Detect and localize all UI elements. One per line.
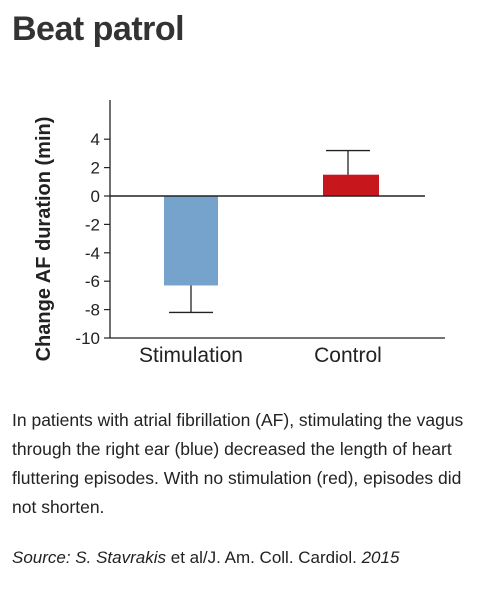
y-axis-title: Change AF duration (min) [33,117,55,362]
category-label: Control [314,344,382,367]
figure-caption: In patients with atrial fibrillation (AF… [12,410,464,517]
y-tick-label: -2 [85,215,100,234]
source-credit: Source: S. Stavrakis et al/J. Am. Coll. … [12,548,399,568]
bar-control [323,174,379,196]
source-year: 2015 [361,548,400,567]
y-tick-label: -4 [85,244,100,263]
source-middle: et al/J. Am. Coll. Cardiol. [166,548,362,567]
bar-stimulation [164,196,218,286]
y-tick-label: 2 [91,159,100,178]
y-tick-label: 0 [91,187,100,206]
category-label: Stimulation [139,344,243,367]
chart-title: Beat patrol [12,10,185,48]
y-tick-label: -6 [85,272,100,291]
y-tick-label: -10 [75,329,100,348]
chart-plot-area: 4 2 0 -2 -4 -6 -8 -10 Change AF duration (min) St… [33,100,445,367]
source-prefix: Source: S. Stavrakis [12,548,167,567]
y-tick-label: -8 [85,301,100,320]
y-tick-label: 4 [91,130,100,149]
bar-chart: 4 2 0 -2 -4 -6 -8 -10 Change AF duration (min) St… [33,100,445,367]
